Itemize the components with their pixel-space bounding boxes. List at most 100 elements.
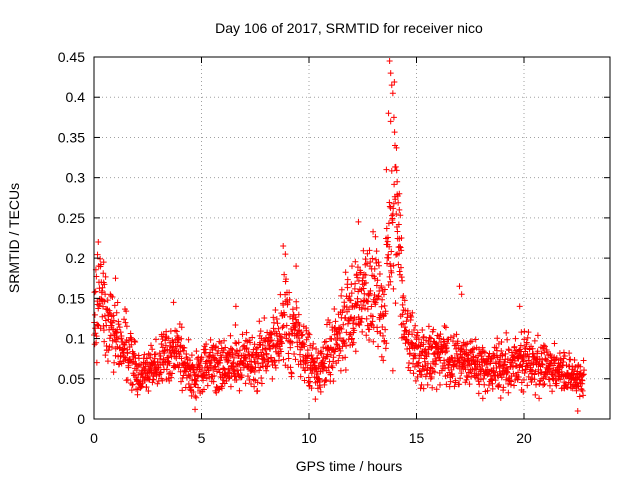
data-point [167,328,174,335]
data-point [355,218,362,225]
data-point [564,384,571,391]
data-point [374,328,381,335]
data-point [331,305,338,312]
y-tick-label: 0.25 [58,210,85,226]
data-point [122,319,129,326]
data-point [163,366,170,373]
data-point [457,375,464,382]
data-point [297,373,304,380]
data-point [111,302,118,309]
data-point [354,264,361,271]
data-point [296,321,303,328]
data-point [261,315,268,322]
data-point [118,332,125,339]
data-point [498,347,505,354]
data-point [387,118,394,125]
data-point [453,345,460,352]
data-point [262,346,269,353]
data-point [399,277,406,284]
data-point [571,367,578,374]
data-point [256,367,263,374]
data-point [99,303,106,310]
data-point [129,381,136,388]
data-point [386,203,393,210]
data-point [299,339,306,346]
data-point [567,375,574,382]
data-point [349,335,356,342]
data-point [502,376,509,383]
x-axis-label: GPS time / hours [296,458,403,474]
data-point [437,381,443,388]
data-point [149,346,156,353]
data-point [157,369,164,376]
data-point [393,251,400,258]
data-point [100,259,107,266]
data-point [479,363,486,370]
data-point [235,370,242,377]
data-point [340,307,347,314]
data-point [187,372,194,379]
data-point [511,382,518,389]
data-point [121,353,128,360]
data-point [232,303,239,310]
data-point [398,247,405,254]
data-point [388,248,395,255]
data-point [99,284,106,291]
data-point [343,329,350,336]
data-point [197,368,204,375]
data-point [462,341,469,348]
data-point [295,311,302,318]
data-point [110,369,117,376]
data-point [286,296,293,303]
data-point [410,327,417,334]
data-point [373,248,380,255]
data-point [324,353,331,360]
data-point [100,270,107,277]
data-point [493,365,500,372]
data-point [574,407,581,414]
data-point [273,316,280,323]
data-point [436,335,443,342]
data-point [302,360,309,367]
x-tick-label: 10 [301,430,317,446]
data-point [578,386,585,393]
data-point [464,362,471,369]
data-point [348,281,355,288]
plot-frame [93,56,611,420]
data-point [532,391,539,398]
data-point [417,343,424,350]
data-point [505,380,512,387]
data-point [338,286,345,293]
data-point [394,251,401,258]
data-point [505,389,512,396]
data-point [546,382,553,389]
data-point [404,307,411,314]
data-point [163,328,170,335]
data-point [511,343,518,350]
data-point [258,375,265,382]
data-point [291,351,298,358]
data-point [518,329,525,336]
data-point [193,394,200,401]
data-point [358,306,365,313]
data-point [111,359,118,366]
data-point [411,363,418,370]
x-tick-label: 0 [90,430,98,446]
data-point [221,337,228,344]
chart-title: Day 106 of 2017, SRMTID for receiver nic… [215,20,483,36]
data-point [380,357,387,364]
data-point [96,285,103,292]
data-point [504,336,511,343]
data-point [387,70,394,77]
data-point [394,178,401,185]
data-point [165,335,172,342]
data-point [401,324,408,331]
data-point [538,350,545,357]
data-point [263,367,270,374]
data-point [312,396,319,403]
data-point [92,330,99,337]
data-point [361,290,368,297]
data-point [245,349,252,356]
data-point [185,336,192,343]
